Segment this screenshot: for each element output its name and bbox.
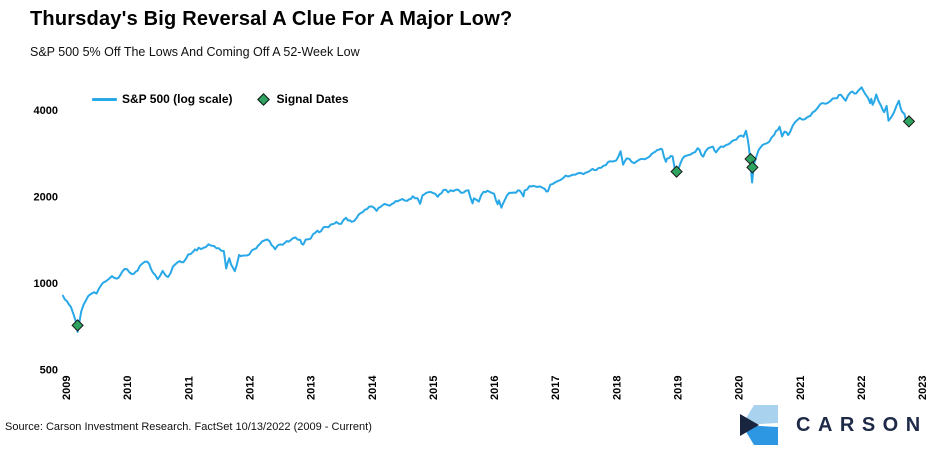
y-tick-label: 1000 [34, 278, 58, 290]
x-tick-label: 2021 [795, 376, 807, 400]
sp500-line [61, 86, 911, 333]
signal-marker [746, 161, 759, 174]
legend-signal-dates-label: Signal Dates [276, 92, 349, 106]
x-tick-label: 2012 [244, 376, 256, 400]
x-tick-label: 2009 [61, 376, 73, 400]
x-tick-label: 2018 [611, 376, 623, 400]
legend-line-swatch [92, 97, 117, 101]
x-tick-label: 2013 [306, 376, 318, 400]
carson-logo-icon [740, 405, 778, 445]
legend-sp500-label: S&P 500 (log scale) [122, 92, 233, 106]
x-tick-label: 2014 [367, 375, 379, 400]
logo-light-triangle [742, 405, 778, 425]
x-tick-label: 2023 [917, 376, 929, 400]
x-tick-label: 2017 [550, 376, 562, 400]
signal-marker [902, 115, 916, 128]
x-tick-label: 2019 [673, 376, 685, 400]
y-tick-label: 4000 [34, 105, 58, 117]
x-tick-label: 2022 [856, 376, 868, 400]
page-title: Thursday's Big Reversal A Clue For A Maj… [30, 8, 513, 30]
carson-wordmark: CARSON [796, 413, 928, 436]
x-tick-label: 2020 [734, 376, 746, 400]
chart-subtitle: S&P 500 5% Off The Lows And Coming Off A… [30, 45, 360, 59]
signal-marker [71, 319, 84, 332]
x-tick-label: 2016 [489, 376, 501, 400]
x-tick-label: 2010 [122, 376, 134, 400]
signal-marker [670, 165, 683, 178]
y-tick-label: 500 [40, 365, 58, 377]
logo-blue-triangle [742, 425, 778, 445]
x-tick-label: 2011 [183, 376, 195, 400]
carson-logo: CARSON [735, 403, 928, 447]
logo-dark-triangle [740, 414, 759, 436]
source-note: Source: Carson Investment Research. Fact… [5, 421, 372, 433]
x-tick-label: 2015 [428, 376, 440, 400]
y-tick-label: 2000 [34, 192, 58, 204]
chart-legend: S&P 500 (log scale) Signal Dates [92, 92, 349, 106]
